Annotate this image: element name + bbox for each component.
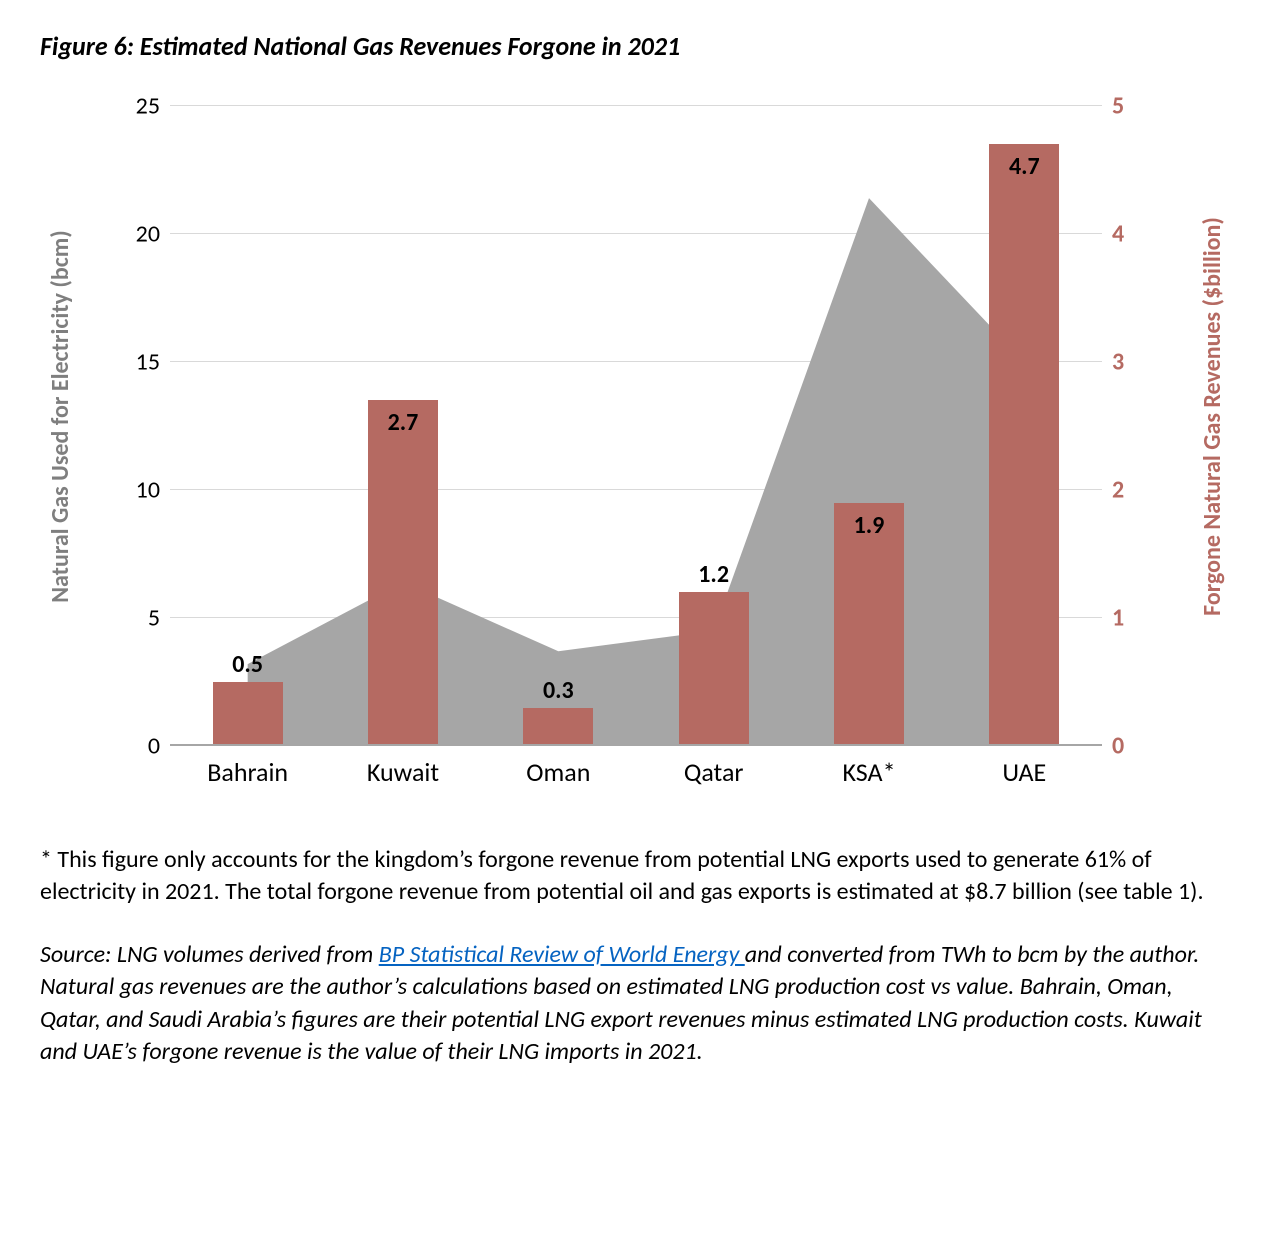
x-axis-label: Kuwait xyxy=(367,756,439,788)
y-right-tick: 4 xyxy=(1112,220,1142,249)
x-axis-label: UAE xyxy=(1002,756,1046,788)
bar: 1.9 xyxy=(834,503,904,746)
source-prefix: Source: LNG volumes derived from xyxy=(40,940,379,969)
x-axis-labels: Bahrain Kuwait Oman Qatar KSA* UAE xyxy=(170,756,1102,796)
footnote-text: * This figure only accounts for the king… xyxy=(40,844,1232,909)
bar: 0.3 xyxy=(523,708,593,746)
source-text: Source: LNG volumes derived from BP Stat… xyxy=(40,939,1232,1069)
figure-title: Figure 6: Estimated National Gas Revenue… xyxy=(40,30,1232,62)
bar-value-label: 1.2 xyxy=(679,560,749,589)
bar-value-label: 0.5 xyxy=(213,650,283,679)
y-left-title-wrap: Natural Gas Used for Electricity (bcm) xyxy=(40,86,80,746)
source-link[interactable]: BP Statistical Review of World Energy xyxy=(379,940,745,969)
bar: 1.2 xyxy=(679,592,749,746)
bars-layer: 0.5 2.7 0.3 1.2 1.9 4.7 xyxy=(170,106,1102,746)
x-axis-label: Bahrain xyxy=(207,756,288,788)
chart: Natural Gas Used for Electricity (bcm) F… xyxy=(40,86,1232,826)
x-axis-label: Oman xyxy=(526,756,590,788)
plot-area: 0.52.70.31.21.94.7 0510152025012345 xyxy=(170,106,1102,746)
y-right-title-wrap: Forgone Natural Gas Revenues ($billion) xyxy=(1192,86,1232,746)
y-right-tick: 0 xyxy=(1112,732,1142,761)
y-left-tick: 20 xyxy=(120,220,160,249)
x-axis-label: KSA* xyxy=(842,756,895,788)
x-axis-label: Qatar xyxy=(684,756,744,788)
y-right-axis-title: Forgone Natural Gas Revenues ($billion) xyxy=(1198,217,1227,616)
bar: 2.7 xyxy=(368,400,438,746)
y-right-tick: 5 xyxy=(1112,92,1142,121)
y-right-tick: 3 xyxy=(1112,348,1142,377)
bar-value-label: 4.7 xyxy=(989,152,1059,181)
y-left-tick: 0 xyxy=(120,732,160,761)
y-right-tick: 1 xyxy=(1112,604,1142,633)
y-left-tick: 10 xyxy=(120,476,160,505)
bar-value-label: 1.9 xyxy=(834,511,904,540)
figure-container: Figure 6: Estimated National Gas Revenue… xyxy=(0,0,1272,1108)
y-left-tick: 25 xyxy=(120,92,160,121)
x-axis-line xyxy=(170,744,1102,746)
y-left-axis-title: Natural Gas Used for Electricity (bcm) xyxy=(46,230,75,603)
bar-value-label: 2.7 xyxy=(368,408,438,437)
bar: 4.7 xyxy=(989,144,1059,746)
plot-inner: 0.52.70.31.21.94.7 0510152025012345 xyxy=(170,106,1102,746)
bar-value-label: 0.3 xyxy=(523,676,593,705)
y-right-tick: 2 xyxy=(1112,476,1142,505)
y-left-tick: 5 xyxy=(120,604,160,633)
y-left-tick: 15 xyxy=(120,348,160,377)
bar: 0.5 xyxy=(213,682,283,746)
